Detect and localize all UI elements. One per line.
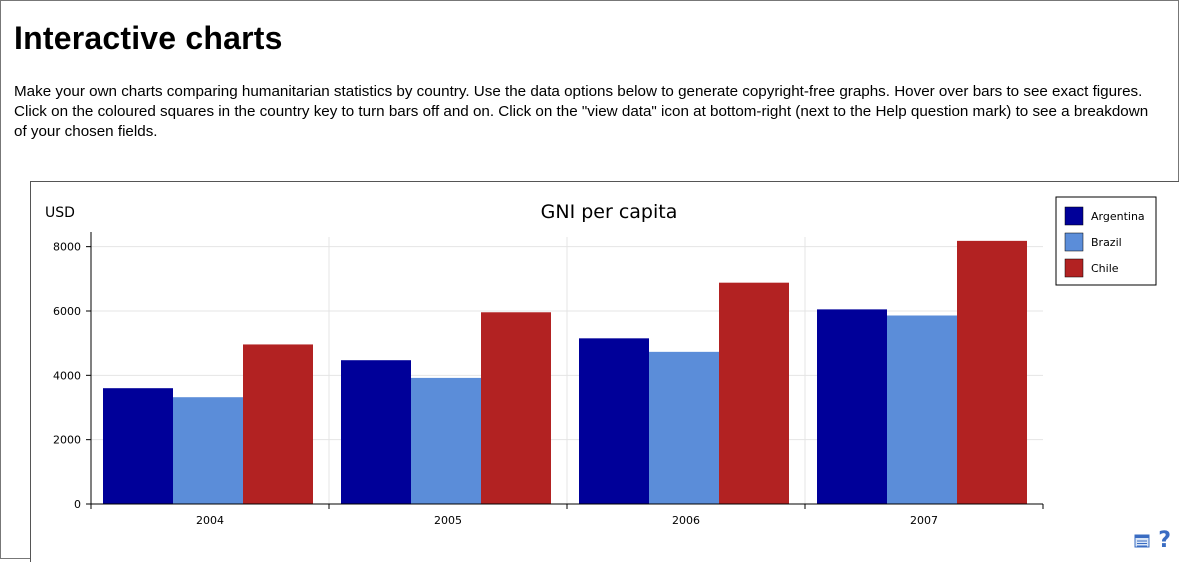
legend-label-chile: Chile [1091,262,1119,275]
intro-text: Make your own charts comparing humanitar… [14,83,1149,140]
legend-label-brazil: Brazil [1091,236,1122,249]
y-tick-label: 0 [74,498,81,511]
bar-brazil-2006[interactable] [649,351,719,504]
legend-swatch-argentina[interactable] [1064,206,1084,226]
bar-brazil-2004[interactable] [173,397,243,504]
bar-argentina-2005[interactable] [341,360,411,504]
bar-chile-2005[interactable] [481,312,551,504]
bar-argentina-2007[interactable] [817,309,887,504]
chart-panel: 0 2000 4000 6000 8000 2004 2005 2006 2007 GNI pe… [30,181,1179,562]
legend-label-argentina: Argentina [1091,210,1145,223]
bar-brazil-2007[interactable] [887,315,957,504]
page-title: Interactive charts [14,20,283,56]
view-data-icon[interactable] [1134,533,1150,549]
x-tick-label: 2006 [672,514,700,527]
bar-argentina-2006[interactable] [579,338,649,504]
bar-chile-2006[interactable] [719,282,789,504]
y-tick-label: 4000 [53,369,81,382]
bar-chile-2007[interactable] [957,240,1027,505]
gni-chart: 0 2000 4000 6000 8000 2004 2005 2006 2007 GNI pe… [45,196,1157,527]
axes-layer: 0 2000 4000 6000 8000 2004 2005 2006 2007 [53,232,1044,527]
chart-title: GNI per capita [541,201,678,223]
legend: Argentina Brazil Chile [1055,196,1157,286]
bar-brazil-2005[interactable] [411,377,481,504]
bar-argentina-2004[interactable] [103,388,173,504]
x-tick-label: 2004 [196,514,224,527]
y-tick-label: 6000 [53,305,81,318]
y-tick-label: 8000 [53,241,81,254]
y-axis-unit-label: USD [45,205,75,221]
y-tick-label: 2000 [53,434,81,447]
bars-layer [103,240,1027,505]
legend-swatch-chile[interactable] [1064,258,1084,278]
x-tick-label: 2007 [910,514,938,527]
x-tick-label: 2005 [434,514,462,527]
chart-tools: ? [1134,530,1171,552]
bar-chile-2004[interactable] [243,344,313,504]
legend-swatch-brazil[interactable] [1064,232,1084,252]
help-question-icon[interactable]: ? [1158,528,1171,553]
